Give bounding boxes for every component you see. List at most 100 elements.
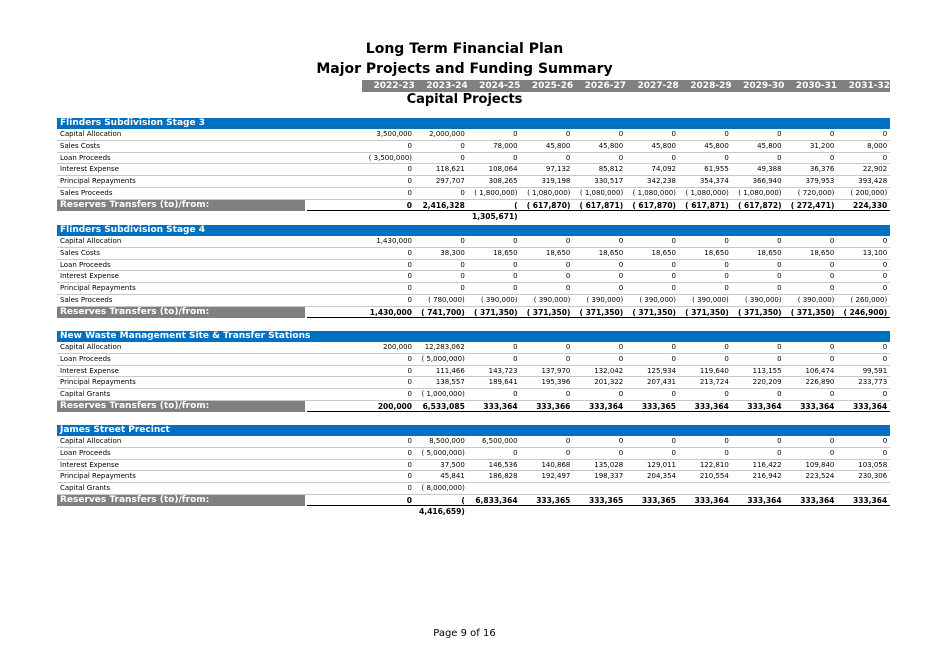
value-cell: 45,800 — [545, 141, 571, 150]
value-cell: 216,942 — [752, 472, 782, 481]
value-cell: 0 — [777, 284, 782, 293]
value-cell: 0 — [460, 284, 465, 293]
value-cell: 0 — [407, 141, 412, 150]
reserves-total-label: Reserves Transfers (to)/from: — [57, 199, 305, 211]
value-cell: 0 — [829, 153, 835, 162]
value-cell: 0 — [829, 260, 835, 269]
total-value-cell: 333,364 — [853, 401, 888, 411]
reserves-total-label: Reserves Transfers (to)/from: — [57, 494, 305, 506]
value-cell: 0 — [407, 284, 412, 293]
total-value-cell: ( 371,350) — [526, 307, 571, 317]
value-cell: 207,431 — [647, 378, 676, 387]
value-cell: 8,000 — [867, 141, 888, 150]
table-row: Sales Proceeds 0 ( 780,000) ( 390,000) ( 390… — [57, 295, 890, 307]
row-label: Principal Repayments — [60, 472, 136, 481]
total-value-cell: ( 617,870) — [526, 200, 571, 210]
value-cell: 0 — [777, 237, 782, 245]
table-row: Interest Expense 0 111,466 143,723 137,970 13… — [57, 366, 890, 378]
value-cell: 223,524 — [805, 472, 835, 481]
value-cell: 6,500,000 — [481, 437, 518, 445]
reserves-total-row: Reserves Transfers (to)/from: 1,430,000 ( … — [57, 306, 890, 318]
value-cell: 109,840 — [805, 460, 835, 469]
value-cell: 0 — [671, 437, 676, 445]
row-label: Capital Allocation — [60, 130, 122, 138]
value-cell: 0 — [565, 284, 571, 293]
row-label: Interest Expense — [60, 460, 119, 469]
value-cell: ( 390,000) — [797, 295, 835, 304]
value-cell: 0 — [882, 343, 888, 351]
value-cell: 0 — [882, 272, 888, 281]
value-cell: 18,650 — [809, 248, 835, 257]
total-value-cell: ( 246,900) — [843, 307, 888, 317]
value-cell: 0 — [407, 260, 412, 269]
value-cell: 0 — [882, 448, 888, 457]
value-cell: 0 — [724, 130, 729, 138]
value-cell: 0 — [407, 354, 412, 363]
total-value-cell: ( 741,700) — [421, 307, 465, 317]
value-cell: 0 — [829, 343, 835, 351]
value-cell: 49,388 — [757, 165, 782, 174]
value-cell: 0 — [671, 260, 676, 269]
row-label: Loan Proceeds — [60, 354, 111, 363]
total-value-cell: ( 1,305,671) — [471, 200, 518, 221]
value-cell: 0 — [777, 437, 782, 445]
value-cell: 0 — [618, 153, 624, 162]
value-cell: 0 — [724, 437, 729, 445]
value-cell: 0 — [513, 390, 518, 399]
value-cell: ( 390,000) — [639, 295, 676, 304]
total-value-cell: 333,364 — [800, 401, 835, 411]
table-row: Loan Proceeds 0 ( 5,000,000) 0 0 0 0 0 0 0 0 — [57, 448, 890, 460]
row-label: Interest Expense — [60, 165, 119, 174]
value-cell: 0 — [882, 390, 888, 399]
value-cell: 0 — [777, 153, 782, 162]
project-name-header: James Street Precinct — [57, 425, 890, 436]
total-value-cell: ( 371,350) — [579, 307, 624, 317]
value-cell: 0 — [829, 272, 835, 281]
value-cell: 116,422 — [752, 460, 782, 469]
value-cell: 0 — [618, 437, 624, 445]
value-cell: 1,430,000 — [376, 237, 412, 245]
table-row: Sales Proceeds 0 0 ( 1,800,000) ( 1,080,000)… — [57, 188, 890, 200]
project-name-header: Flinders Subdivision Stage 3 — [57, 118, 890, 129]
value-cell: 18,650 — [704, 248, 729, 257]
table-row: Principal Repayments 0 45,841 186,828 192,49… — [57, 471, 890, 484]
row-label: Principal Repayments — [60, 378, 136, 387]
table-row: Principal Repayments 0 138,557 189,641 195,3… — [57, 377, 890, 390]
table-row: Principal Repayments 0 0 0 0 0 0 0 0 0 0 — [57, 283, 890, 295]
value-cell: 0 — [513, 272, 518, 281]
value-cell: 97,132 — [545, 165, 571, 174]
value-cell: 189,641 — [488, 378, 518, 387]
value-cell: 0 — [882, 437, 888, 445]
value-cell: 125,934 — [647, 366, 676, 375]
total-value-cell: 224,330 — [853, 200, 888, 210]
value-cell: 2,000,000 — [429, 130, 465, 138]
value-cell: 0 — [407, 248, 412, 257]
value-cell: 0 — [460, 153, 465, 162]
value-cell: 0 — [777, 448, 782, 457]
value-cell: 140,868 — [541, 460, 571, 469]
value-cell: 0 — [513, 260, 518, 269]
value-cell: 12,283,062 — [424, 343, 465, 351]
total-value-cell: ( 371,350) — [790, 307, 835, 317]
value-cell: 0 — [565, 390, 571, 399]
value-cell: ( 780,000) — [428, 295, 465, 304]
table-row: Interest Expense 0 37,500 146,536 140,868 135… — [57, 460, 890, 472]
row-label: Capital Allocation — [60, 343, 122, 351]
value-cell: 0 — [513, 343, 518, 351]
row-label: Sales Proceeds — [60, 295, 113, 304]
total-value-cell: ( 371,350) — [737, 307, 782, 317]
row-label: Interest Expense — [60, 272, 119, 281]
value-cell: 0 — [565, 153, 571, 162]
row-label: Sales Costs — [60, 248, 101, 257]
total-underline — [307, 209, 890, 211]
total-value-cell: ( 371,350) — [632, 307, 676, 317]
year-header-2023-24: 2023-24 — [426, 81, 468, 91]
table-row: Capital Allocation 0 8,500,000 6,500,000 0 0 0… — [57, 436, 890, 448]
reserves-total-label: Reserves Transfers (to)/from: — [57, 400, 305, 412]
value-cell: 18,650 — [493, 248, 518, 257]
value-cell: 45,800 — [757, 141, 782, 150]
value-cell: 0 — [618, 272, 624, 281]
value-cell: ( 390,000) — [586, 295, 624, 304]
value-cell: 38,300 — [440, 248, 465, 257]
value-cell: 0 — [618, 343, 624, 351]
